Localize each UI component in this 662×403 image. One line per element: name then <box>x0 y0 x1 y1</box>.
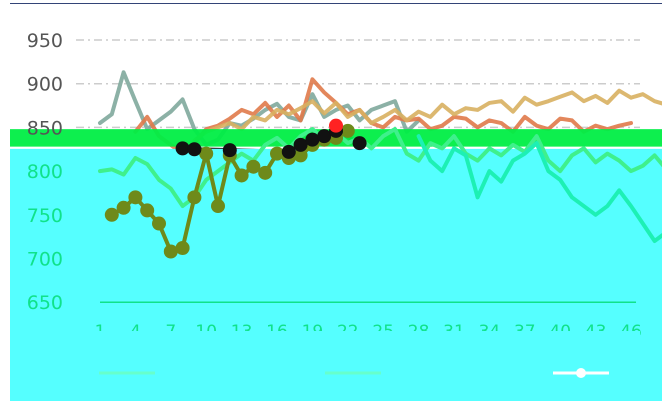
legend-marker <box>576 368 586 378</box>
series-6-point <box>187 190 202 205</box>
series-6-point <box>246 159 261 174</box>
y-tick-label: 700 <box>27 249 63 271</box>
series-6-point <box>234 168 249 183</box>
series-6-point <box>116 200 131 215</box>
series-7-point <box>352 136 367 151</box>
series-6-point <box>258 165 273 180</box>
series-6-point <box>340 123 355 138</box>
series-7-point <box>175 141 190 156</box>
tick-mask <box>80 331 640 347</box>
series-6-point <box>270 146 284 161</box>
series-overlay-5 <box>416 134 662 244</box>
series-6-point <box>163 244 178 259</box>
series-6-point <box>199 146 214 161</box>
series-7-point <box>305 132 320 147</box>
series-6-point <box>175 241 190 256</box>
series-8-point <box>329 118 343 133</box>
series-line-3 <box>192 88 662 143</box>
y-tick-label: 800 <box>27 161 63 183</box>
series-7-point <box>281 144 296 159</box>
chart-frame <box>10 3 662 402</box>
series-6-point <box>293 148 308 163</box>
series-7-point <box>222 143 237 158</box>
series-6-point <box>128 190 143 205</box>
series-7-point <box>293 137 308 152</box>
series-7-point <box>317 129 332 144</box>
series-6-point <box>140 203 155 218</box>
y-tick-label: 950 <box>27 30 63 52</box>
highlight-band <box>10 148 662 401</box>
y-tick-label: 650 <box>27 292 63 314</box>
series-6-point <box>152 216 166 231</box>
series-overlay-4 <box>98 127 662 209</box>
series-6-point <box>211 199 225 214</box>
y-tick-label: 850 <box>27 117 63 139</box>
series-6-point <box>104 207 119 222</box>
series-7-point <box>187 142 202 157</box>
y-tick-label: 750 <box>27 205 63 227</box>
y-tick-label: 900 <box>27 74 63 96</box>
